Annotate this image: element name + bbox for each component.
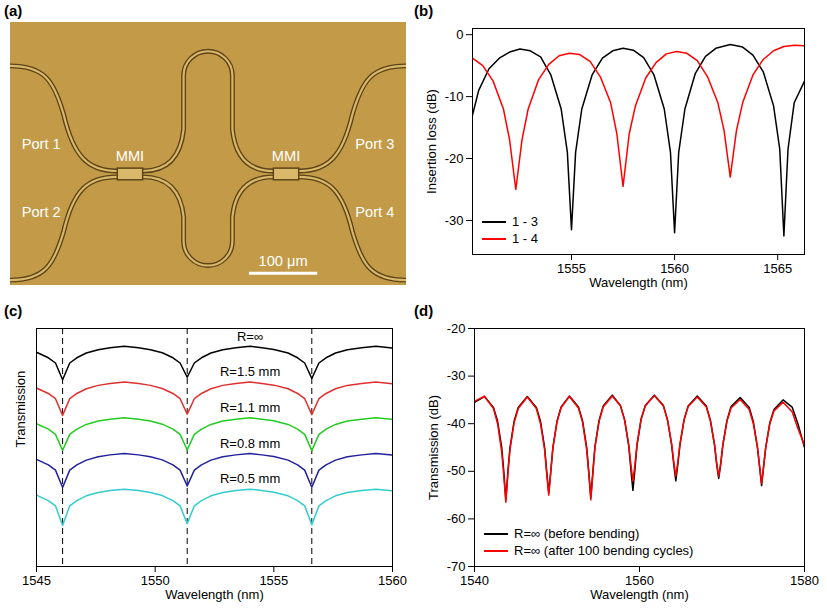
- svg-text:R=1.5 mm: R=1.5 mm: [220, 364, 280, 379]
- svg-text:-60: -60: [447, 511, 466, 526]
- html-text:1 - 3: 1 - 3: [512, 214, 538, 229]
- svg-text:R=∞: R=∞: [237, 329, 263, 344]
- svg-text:Port 4: Port 4: [355, 204, 394, 220]
- svg-text:1565: 1565: [763, 261, 792, 276]
- svg-text:R=1.1 mm: R=1.1 mm: [220, 400, 280, 415]
- svg-text:-40: -40: [447, 416, 466, 431]
- svg-text:-50: -50: [447, 463, 466, 478]
- html-text:(b): (b): [414, 2, 434, 19]
- html-text:(c): (c): [4, 302, 23, 319]
- svg-text:MMI: MMI: [272, 148, 300, 164]
- svg-text:0: 0: [456, 27, 463, 42]
- svg-text:1555: 1555: [259, 573, 288, 588]
- html-text:(a): (a): [4, 2, 23, 19]
- svg-text:Transmission (dB): Transmission (dB): [426, 395, 441, 500]
- svg-text:1545: 1545: [22, 573, 51, 588]
- svg-text:1560: 1560: [625, 573, 654, 588]
- svg-text:-70: -70: [447, 559, 466, 574]
- svg-text:Port 3: Port 3: [355, 136, 394, 152]
- svg-text:Wavelength (nm): Wavelength (nm): [590, 587, 689, 602]
- svg-text:-20: -20: [445, 151, 464, 166]
- svg-text:Wavelength (nm): Wavelength (nm): [589, 275, 688, 290]
- svg-text:R=0.8 mm: R=0.8 mm: [220, 436, 280, 451]
- svg-text:Port 1: Port 1: [22, 136, 61, 152]
- svg-text:Insertion loss (dB): Insertion loss (dB): [424, 89, 439, 194]
- svg-text:1580: 1580: [790, 573, 819, 588]
- html-text:(d): (d): [414, 302, 434, 319]
- html-text:R=∞ (before bending): R=∞ (before bending): [514, 526, 640, 541]
- svg-text:1555: 1555: [557, 261, 586, 276]
- svg-text:1560: 1560: [378, 573, 407, 588]
- svg-text:-30: -30: [447, 368, 466, 383]
- svg-text:-30: -30: [445, 213, 464, 228]
- svg-text:Wavelength (nm): Wavelength (nm): [165, 587, 264, 602]
- svg-text:Transmission: Transmission: [13, 371, 28, 448]
- svg-text:-10: -10: [445, 89, 464, 104]
- svg-text:1540: 1540: [460, 573, 489, 588]
- svg-text:100 μm: 100 μm: [259, 253, 308, 269]
- svg-text:-20: -20: [447, 321, 466, 336]
- html-text:R=∞ (after 100 bending cycles): R=∞ (after 100 bending cycles): [514, 543, 694, 558]
- svg-text:MMI: MMI: [116, 148, 144, 164]
- svg-text:R=0.5 mm: R=0.5 mm: [220, 471, 280, 486]
- html-text:1 - 4: 1 - 4: [512, 231, 538, 246]
- svg-text:Port 2: Port 2: [22, 204, 61, 220]
- svg-text:1550: 1550: [141, 573, 170, 588]
- svg-text:1560: 1560: [660, 261, 689, 276]
